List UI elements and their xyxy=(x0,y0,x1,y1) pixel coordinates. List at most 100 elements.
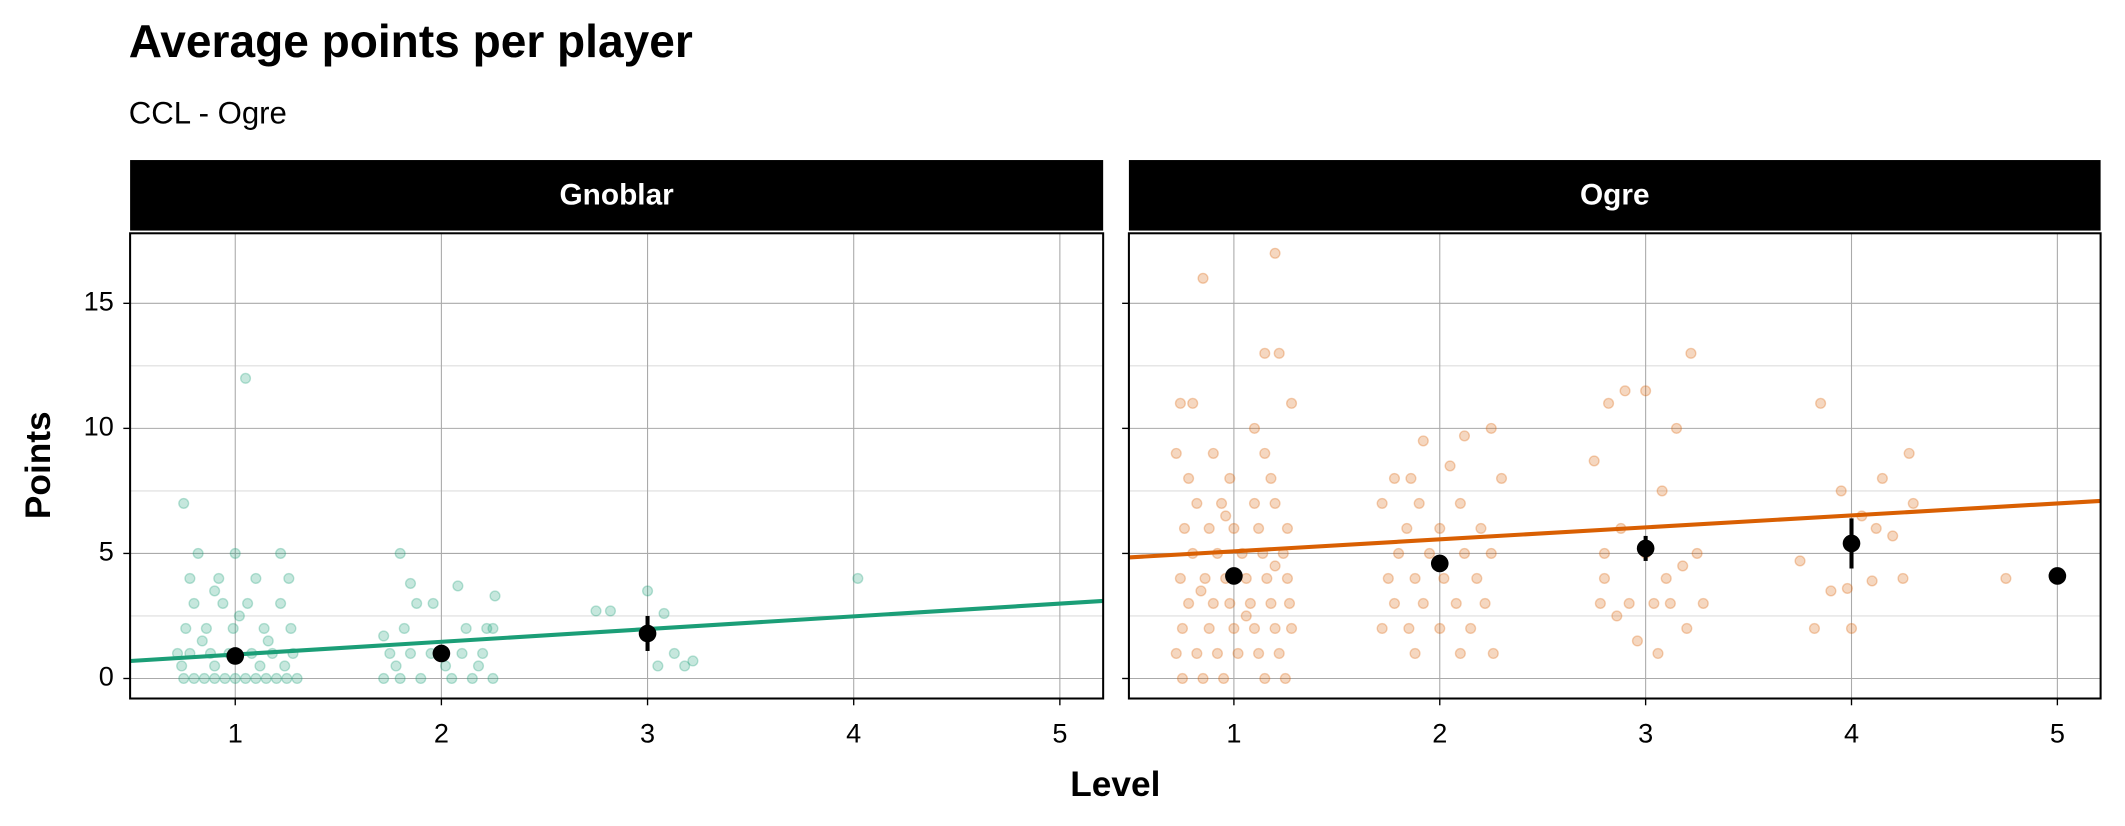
point xyxy=(1409,647,1421,660)
point xyxy=(472,660,485,672)
point xyxy=(281,672,293,685)
point xyxy=(452,580,464,592)
point xyxy=(1835,485,1847,497)
point xyxy=(219,672,231,685)
point xyxy=(250,672,262,685)
mean-point xyxy=(226,647,245,665)
point xyxy=(1417,435,1429,447)
x-tick-label: 2 xyxy=(434,717,449,748)
point xyxy=(1388,472,1401,484)
point xyxy=(1248,497,1261,509)
point xyxy=(1454,497,1466,509)
point xyxy=(1697,597,1709,610)
mean-point xyxy=(1430,554,1449,573)
point xyxy=(1183,597,1195,610)
point xyxy=(1808,622,1821,635)
point xyxy=(439,660,452,672)
point xyxy=(1240,610,1252,622)
x-tick-label: 3 xyxy=(640,717,655,748)
point xyxy=(1454,647,1466,660)
x-tick-label: 4 xyxy=(1844,717,1859,748)
point xyxy=(242,597,254,610)
strip xyxy=(1128,160,2101,231)
point xyxy=(1598,547,1611,559)
point xyxy=(1903,447,1915,459)
point xyxy=(1248,422,1261,434)
point xyxy=(1897,572,1909,585)
point xyxy=(188,597,200,610)
y-tick-label: 0 xyxy=(99,661,114,692)
point xyxy=(1475,522,1487,534)
point xyxy=(466,672,478,685)
point xyxy=(1681,622,1693,635)
point xyxy=(1450,597,1462,610)
point xyxy=(852,572,864,585)
point xyxy=(1664,597,1676,610)
point xyxy=(1393,547,1405,559)
point xyxy=(1269,497,1281,509)
point xyxy=(1458,547,1471,559)
point xyxy=(1174,397,1186,409)
point xyxy=(196,635,208,647)
point xyxy=(184,572,196,585)
point xyxy=(604,605,617,617)
point xyxy=(285,622,297,635)
point xyxy=(1438,572,1450,585)
facet-title: Gnoblar xyxy=(560,179,675,212)
point xyxy=(481,622,493,635)
point xyxy=(1269,560,1281,572)
point xyxy=(1413,497,1425,509)
point xyxy=(1269,247,1281,259)
x-tick-label: 1 xyxy=(1226,717,1241,748)
point xyxy=(390,660,402,672)
point xyxy=(1273,347,1285,359)
point xyxy=(192,547,204,559)
point xyxy=(239,372,252,384)
point xyxy=(1841,582,1853,595)
x-tick-label: 5 xyxy=(1052,717,1067,748)
point xyxy=(270,672,283,685)
point xyxy=(1870,522,1882,534)
point xyxy=(275,597,287,610)
point xyxy=(1211,647,1223,660)
point xyxy=(1660,572,1672,585)
point xyxy=(198,672,210,685)
point xyxy=(1623,597,1635,610)
point xyxy=(590,605,602,617)
point xyxy=(679,660,691,672)
point xyxy=(1648,597,1660,610)
point xyxy=(1281,522,1293,534)
point xyxy=(1409,572,1421,585)
point xyxy=(1485,422,1497,434)
x-tick-label: 1 xyxy=(228,717,243,748)
point xyxy=(1197,272,1209,284)
point xyxy=(1259,347,1271,359)
point xyxy=(213,572,225,585)
point xyxy=(411,597,423,610)
mean-point xyxy=(1842,534,1861,553)
point xyxy=(1261,572,1273,585)
point xyxy=(1376,622,1388,635)
point xyxy=(1485,547,1497,559)
point xyxy=(1170,647,1182,660)
facet-title: Ogre xyxy=(1580,179,1650,212)
point xyxy=(1281,572,1293,585)
point xyxy=(1825,585,1837,597)
point xyxy=(1228,522,1240,534)
point xyxy=(1598,572,1611,585)
point xyxy=(1224,597,1236,610)
point xyxy=(1228,622,1240,635)
point xyxy=(1487,647,1499,660)
point xyxy=(456,647,468,660)
panel-border xyxy=(1127,232,2102,700)
mean-point xyxy=(2048,567,2067,585)
point xyxy=(1273,647,1285,660)
point xyxy=(652,660,664,672)
x-tick-label: 4 xyxy=(846,717,861,748)
point xyxy=(641,585,654,597)
point xyxy=(1619,385,1631,397)
point xyxy=(1195,585,1207,597)
trend-line xyxy=(129,598,1104,664)
point xyxy=(1866,575,1878,587)
